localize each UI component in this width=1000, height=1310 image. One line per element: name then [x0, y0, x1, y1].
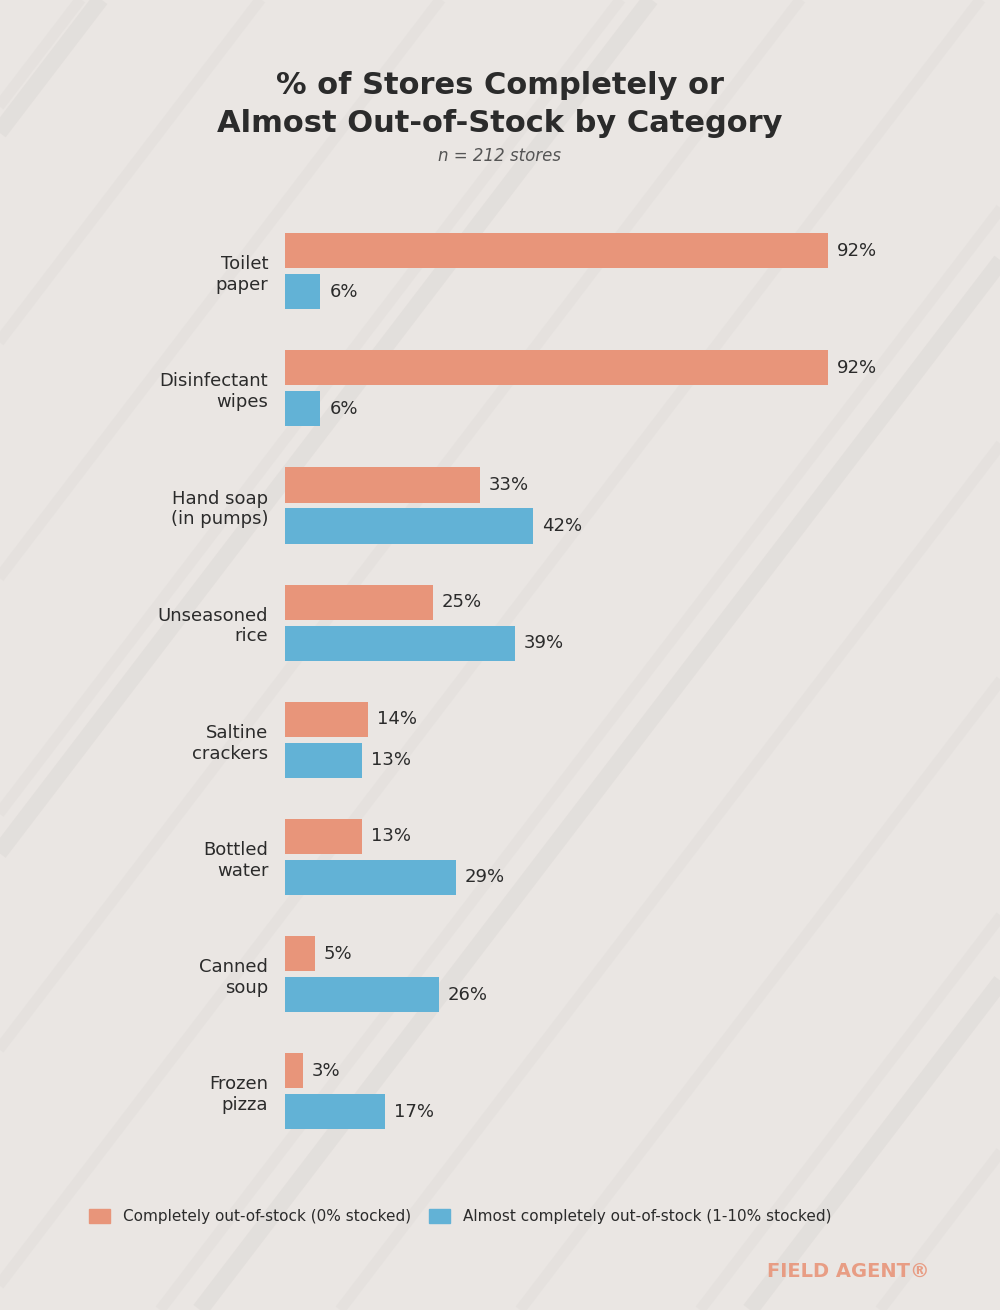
Bar: [285, 233, 828, 269]
Text: 5%: 5%: [323, 945, 352, 963]
Text: n = 212 stores: n = 212 stores: [438, 147, 562, 165]
Bar: [285, 1094, 385, 1129]
Text: Almost Out-of-Stock by Category: Almost Out-of-Stock by Category: [217, 109, 783, 138]
Text: 17%: 17%: [394, 1103, 434, 1120]
Bar: [285, 350, 828, 385]
Bar: [285, 935, 315, 971]
Bar: [285, 743, 362, 778]
Bar: [285, 508, 533, 544]
Text: 92%: 92%: [837, 359, 877, 377]
Bar: [285, 468, 480, 503]
Bar: [285, 1053, 303, 1089]
Text: 25%: 25%: [441, 593, 482, 612]
Text: 33%: 33%: [489, 476, 529, 494]
Text: % of Stores Completely or: % of Stores Completely or: [276, 71, 724, 100]
Text: 6%: 6%: [329, 283, 358, 301]
Text: 3%: 3%: [312, 1061, 340, 1079]
Text: 13%: 13%: [371, 751, 411, 769]
Text: 42%: 42%: [542, 517, 582, 534]
Text: 14%: 14%: [377, 710, 417, 728]
Bar: [285, 819, 362, 854]
Bar: [285, 977, 439, 1013]
Bar: [285, 584, 433, 620]
Text: 6%: 6%: [329, 400, 358, 418]
Text: FIELD AGENT®: FIELD AGENT®: [767, 1262, 930, 1281]
Bar: [285, 392, 320, 427]
Text: 29%: 29%: [465, 869, 505, 887]
Text: 92%: 92%: [837, 242, 877, 259]
Bar: [285, 859, 456, 895]
Bar: [285, 626, 515, 660]
Text: 26%: 26%: [447, 985, 487, 1003]
Text: 13%: 13%: [371, 828, 411, 845]
Bar: [285, 274, 320, 309]
Text: 39%: 39%: [524, 634, 564, 652]
Legend: Completely out-of-stock (0% stocked), Almost completely out-of-stock (1-10% stoc: Completely out-of-stock (0% stocked), Al…: [83, 1203, 837, 1230]
Bar: [285, 702, 368, 736]
